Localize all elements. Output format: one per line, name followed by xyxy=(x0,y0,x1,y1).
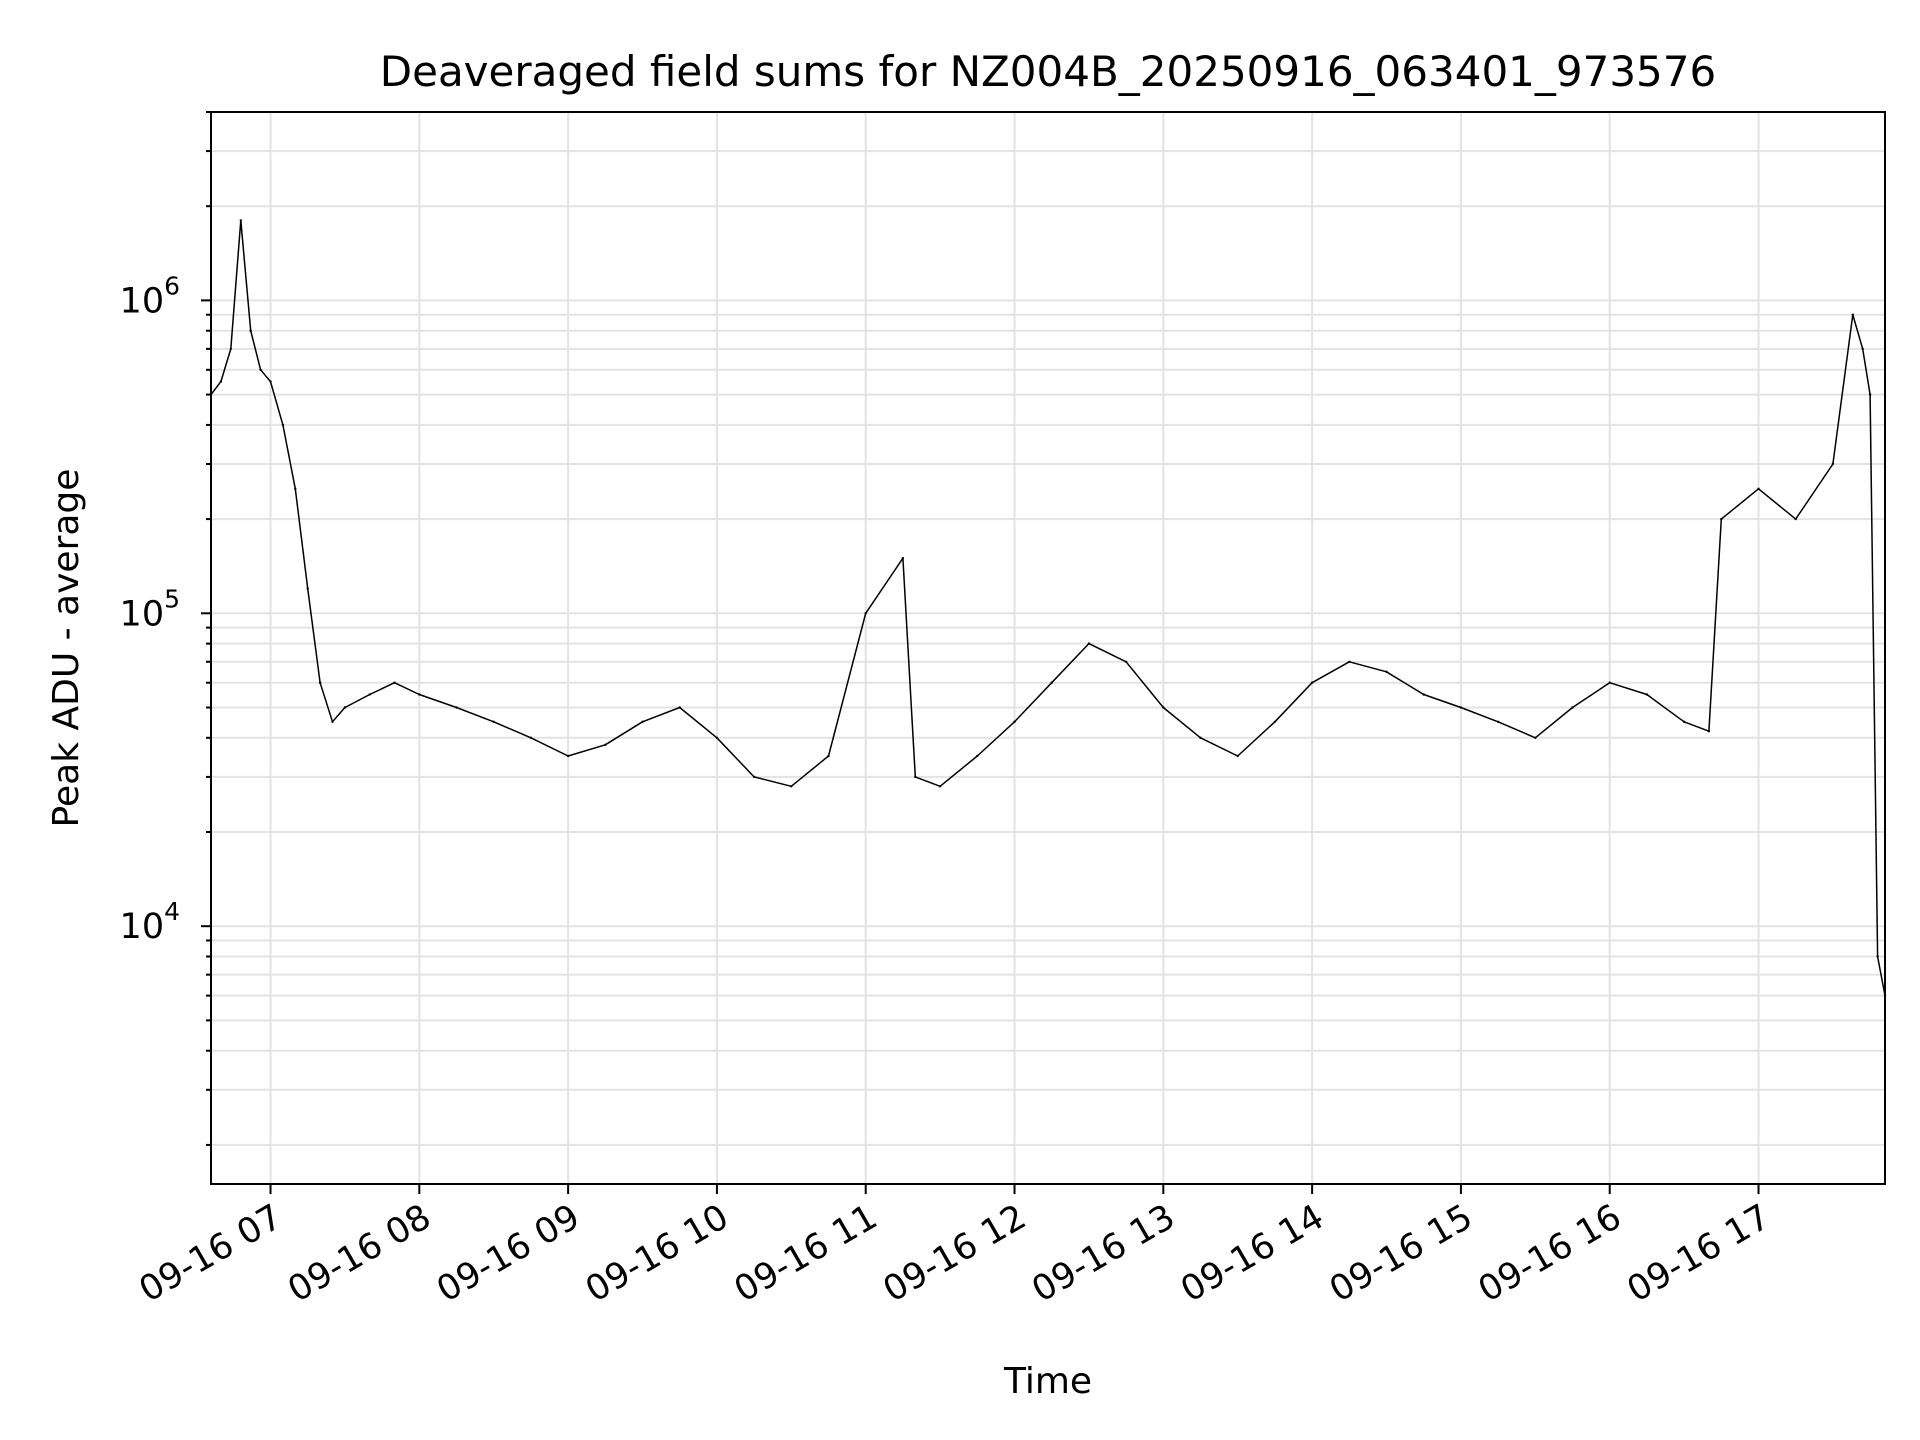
data-point xyxy=(1273,720,1277,723)
x-axis-label: Time xyxy=(1003,1361,1092,1402)
data-point xyxy=(1422,693,1425,696)
data-point xyxy=(1199,736,1202,739)
data-point xyxy=(229,347,232,351)
data-point xyxy=(1682,720,1686,723)
grid-layer xyxy=(211,111,1885,1184)
data-point xyxy=(269,380,272,383)
data-point xyxy=(294,487,297,490)
chart-title: Deaveraged field sums for NZ004B_2025091… xyxy=(380,47,1716,96)
data-point xyxy=(1757,487,1760,490)
data-point xyxy=(455,706,458,709)
data-point xyxy=(938,785,942,788)
data-point xyxy=(1861,347,1864,351)
data-point xyxy=(1831,462,1835,466)
data-point xyxy=(249,329,252,332)
data-point xyxy=(864,612,867,615)
data-point xyxy=(331,720,334,723)
data-point xyxy=(1310,681,1314,684)
data-point xyxy=(318,681,322,684)
data-point xyxy=(1496,720,1500,723)
data-point xyxy=(914,775,917,779)
data-point xyxy=(1720,517,1723,521)
data-point xyxy=(219,380,223,383)
y-tick-label: 104 xyxy=(120,897,180,947)
data-point xyxy=(1236,754,1239,758)
data-point xyxy=(1087,642,1091,645)
y-axis: 104 105 106 xyxy=(120,111,211,1146)
data-point xyxy=(1348,660,1351,663)
y-tick-label: 105 xyxy=(120,584,180,634)
data-point xyxy=(604,743,607,746)
data-point xyxy=(418,693,421,696)
data-point xyxy=(259,368,262,371)
data-point xyxy=(1013,720,1016,723)
data-point xyxy=(641,720,644,723)
data-point xyxy=(306,587,309,590)
data-point xyxy=(529,736,533,739)
y-tick-label: 106 xyxy=(120,271,180,321)
data-point xyxy=(976,754,979,758)
data-point xyxy=(492,720,495,723)
data-point xyxy=(1534,736,1537,739)
data-point xyxy=(1050,681,1053,684)
data-point xyxy=(566,754,570,758)
y-axis-label: Peak ADU - average xyxy=(46,469,87,828)
data-point xyxy=(1794,517,1797,521)
data-point xyxy=(368,693,371,696)
data-point xyxy=(1645,693,1649,696)
data-point xyxy=(790,785,793,788)
data-point xyxy=(343,706,347,709)
data-point xyxy=(715,736,719,739)
data-point xyxy=(1608,681,1611,684)
data-point xyxy=(1124,660,1128,663)
data-point xyxy=(1459,706,1463,709)
data-point xyxy=(1571,706,1574,709)
data-point xyxy=(281,423,285,427)
data-point xyxy=(752,775,756,779)
data-point xyxy=(1876,955,1879,958)
data-point xyxy=(827,754,830,758)
data-point xyxy=(1707,730,1711,733)
plot-frame xyxy=(210,111,1886,1185)
data-point xyxy=(239,219,242,222)
data-point xyxy=(1162,706,1165,709)
data-point xyxy=(1385,670,1388,673)
data-point xyxy=(1851,313,1855,316)
data-point xyxy=(1868,393,1872,396)
data-point xyxy=(393,681,396,684)
plot-area xyxy=(209,219,1887,997)
data-point xyxy=(678,706,681,709)
data-point xyxy=(901,557,905,560)
